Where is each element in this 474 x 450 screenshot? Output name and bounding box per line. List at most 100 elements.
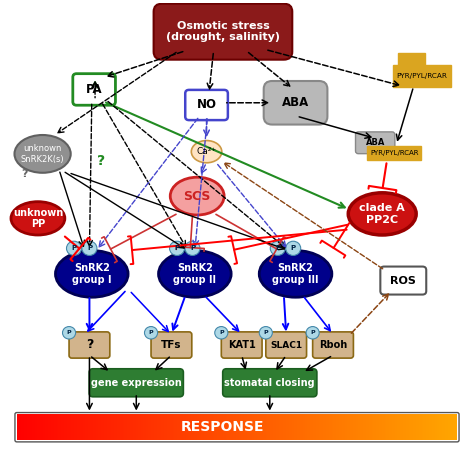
Bar <box>205 414 207 440</box>
Bar <box>148 414 149 440</box>
Bar <box>313 414 314 440</box>
Bar <box>28 414 30 440</box>
Bar <box>307 414 309 440</box>
Bar <box>33 414 35 440</box>
Bar <box>17 414 18 440</box>
Ellipse shape <box>191 140 222 163</box>
FancyBboxPatch shape <box>356 132 395 153</box>
Bar <box>238 414 239 440</box>
Bar <box>456 414 457 440</box>
Bar <box>195 414 197 440</box>
Bar <box>229 414 230 440</box>
Bar <box>342 414 344 440</box>
Bar <box>174 414 176 440</box>
Bar <box>400 414 401 440</box>
Bar <box>395 414 397 440</box>
Bar <box>392 414 394 440</box>
Text: SCS: SCS <box>183 189 211 202</box>
Bar <box>164 414 165 440</box>
FancyBboxPatch shape <box>264 81 328 125</box>
Bar <box>21 414 23 440</box>
Bar <box>365 414 366 440</box>
Bar <box>200 414 201 440</box>
Bar <box>416 414 418 440</box>
Text: ABA: ABA <box>365 138 385 147</box>
Bar <box>281 414 282 440</box>
Bar <box>117 414 118 440</box>
Bar <box>446 414 447 440</box>
Bar <box>407 414 409 440</box>
Bar <box>394 414 395 440</box>
Bar <box>334 414 335 440</box>
Bar <box>109 414 111 440</box>
Circle shape <box>145 327 157 339</box>
FancyBboxPatch shape <box>154 4 292 60</box>
Bar <box>338 414 339 440</box>
Bar <box>444 414 446 440</box>
Text: SnRK2
group III: SnRK2 group III <box>272 263 319 285</box>
Bar <box>114 414 116 440</box>
FancyBboxPatch shape <box>221 332 262 358</box>
Bar <box>241 414 242 440</box>
Bar <box>410 414 411 440</box>
Bar <box>357 414 358 440</box>
Bar <box>23 414 24 440</box>
Bar <box>189 414 191 440</box>
Bar <box>48 414 49 440</box>
Text: unknown
PP: unknown PP <box>13 207 63 229</box>
Bar <box>360 414 362 440</box>
Bar <box>326 414 328 440</box>
Bar <box>274 414 276 440</box>
Bar <box>329 414 330 440</box>
Ellipse shape <box>170 177 224 215</box>
Bar <box>27 414 28 440</box>
Bar <box>442 414 444 440</box>
Bar <box>448 414 450 440</box>
Bar <box>128 414 129 440</box>
Bar <box>210 414 211 440</box>
Text: P: P <box>219 330 224 335</box>
Bar <box>167 414 169 440</box>
Circle shape <box>66 241 82 256</box>
Bar <box>346 414 348 440</box>
Bar <box>439 414 441 440</box>
Circle shape <box>286 241 301 256</box>
Bar <box>188 414 189 440</box>
Bar <box>133 414 135 440</box>
Bar <box>63 414 64 440</box>
Bar <box>411 414 413 440</box>
Bar <box>253 414 254 440</box>
Bar <box>289 414 291 440</box>
Bar <box>451 414 453 440</box>
Bar <box>245 414 246 440</box>
Bar <box>64 414 65 440</box>
Bar <box>105 414 107 440</box>
Ellipse shape <box>348 193 416 235</box>
Bar <box>211 414 213 440</box>
Text: KAT1: KAT1 <box>228 340 255 350</box>
Bar <box>92 414 93 440</box>
Bar <box>244 414 245 440</box>
Bar <box>322 414 323 440</box>
Bar <box>266 414 267 440</box>
Bar <box>428 414 429 440</box>
Bar <box>45 414 46 440</box>
Bar <box>88 414 89 440</box>
Bar <box>192 414 193 440</box>
Text: P: P <box>310 330 315 335</box>
Bar <box>142 414 144 440</box>
Bar <box>124 414 126 440</box>
Bar <box>91 414 92 440</box>
Bar <box>118 414 120 440</box>
Bar <box>257 414 258 440</box>
Bar <box>197 414 198 440</box>
Circle shape <box>82 241 97 256</box>
Bar <box>353 414 354 440</box>
Bar <box>163 414 164 440</box>
Bar <box>414 414 416 440</box>
Bar <box>144 414 145 440</box>
Bar <box>145 414 146 440</box>
FancyBboxPatch shape <box>313 332 354 358</box>
Bar <box>42 414 43 440</box>
Bar <box>56 414 58 440</box>
